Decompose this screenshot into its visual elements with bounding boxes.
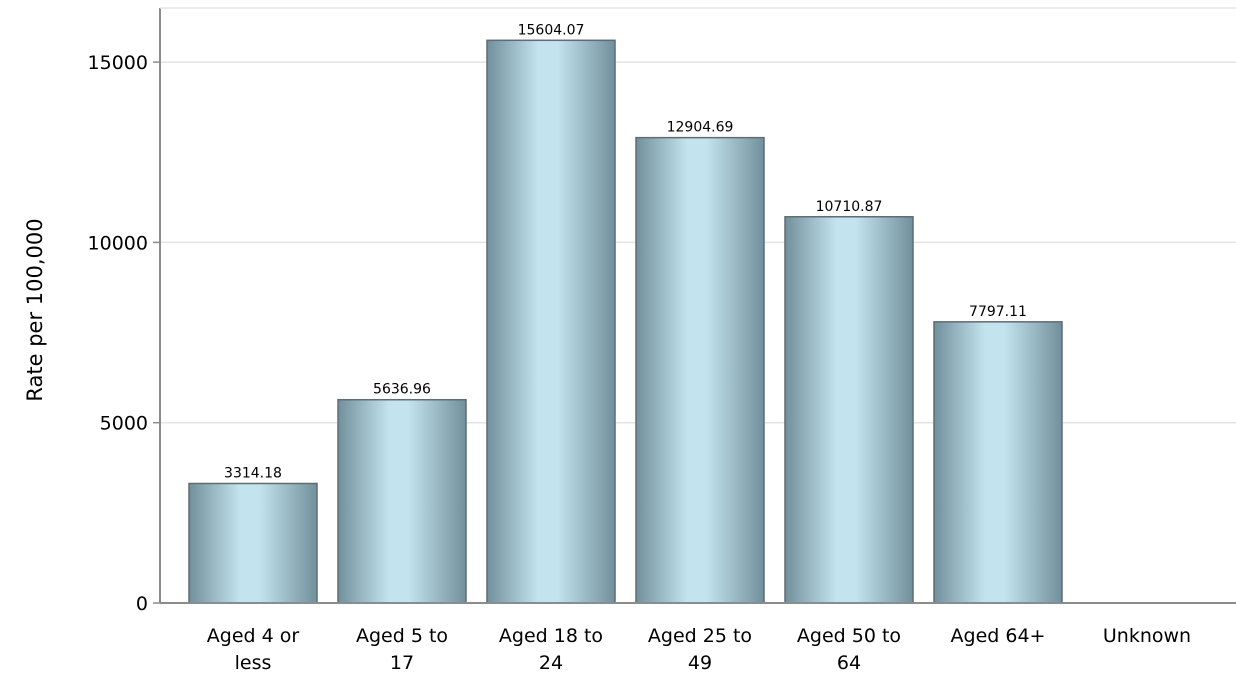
y-tick-label: 10000 xyxy=(88,232,148,254)
bar xyxy=(188,482,318,604)
data-label: 5636.96 xyxy=(373,382,431,398)
labels: 0 5000 10000 15000 3314.18 Aged 4 or less 5636.… xyxy=(88,22,1192,674)
data-label: 7797.11 xyxy=(969,304,1027,320)
x-tick-label: Aged 4 or less xyxy=(207,625,300,674)
y-tick-label: 5000 xyxy=(100,413,148,435)
bars xyxy=(188,39,1063,604)
bar xyxy=(486,39,616,604)
y-tick-label: 0 xyxy=(136,593,148,615)
x-tick-label: Aged 18 to 24 xyxy=(499,625,603,674)
x-tick-label: Aged 64+ xyxy=(951,625,1046,647)
bar xyxy=(784,216,914,604)
x-tick-label: Aged 50 to 64 xyxy=(797,625,901,674)
bar xyxy=(635,136,765,604)
bar xyxy=(933,321,1063,604)
data-label: 12904.69 xyxy=(667,120,734,136)
data-label: 10710.87 xyxy=(816,199,883,215)
y-tick-label: 15000 xyxy=(88,52,148,74)
bar xyxy=(337,398,467,604)
x-tick-label: Aged 5 to 17 xyxy=(356,625,448,674)
data-label: 3314.18 xyxy=(224,465,282,481)
y-axis-title: Rate per 100,000 xyxy=(23,218,47,401)
data-label: 15604.07 xyxy=(518,22,585,38)
x-tick-label: Aged 25 to 49 xyxy=(648,625,752,674)
x-tick-label: Unknown xyxy=(1103,625,1191,647)
axes xyxy=(153,7,1236,604)
